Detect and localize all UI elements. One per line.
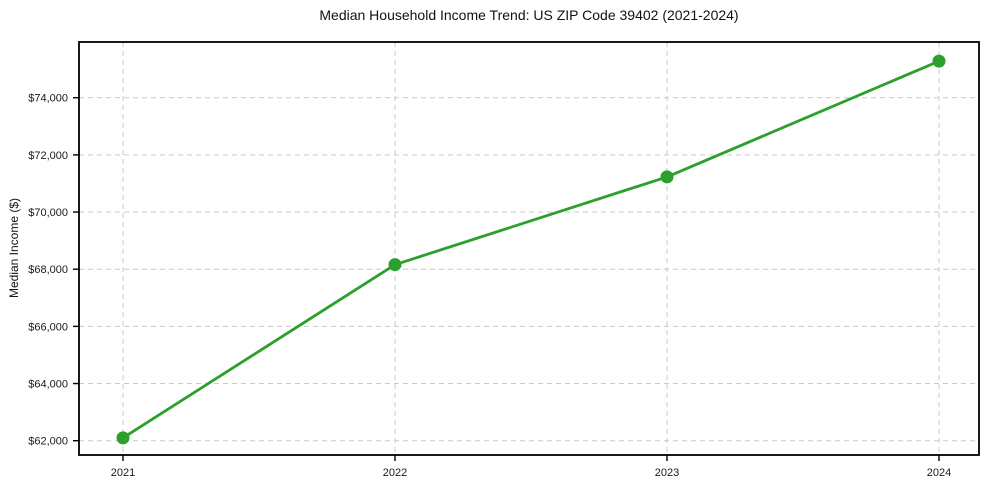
data-point-2023 (660, 170, 674, 184)
x-tick-label: 2021 (111, 467, 135, 479)
plot-border (78, 41, 980, 456)
x-tick-label: 2024 (927, 467, 951, 479)
data-point-2022 (388, 258, 402, 272)
data-point-2024 (932, 54, 946, 68)
y-tick-label: $62,000 (28, 436, 68, 448)
y-tick-label: $64,000 (28, 379, 68, 391)
x-tick-label: 2023 (655, 467, 679, 479)
x-tick-label: 2022 (383, 467, 407, 479)
chart-title: Median Household Income Trend: US ZIP Co… (319, 7, 739, 23)
y-axis-label: Median Income ($) (7, 197, 21, 299)
y-tick-label: $66,000 (28, 321, 68, 333)
trend-line (121, 59, 941, 440)
y-tick-label: $70,000 (28, 207, 68, 219)
y-tick-label: $74,000 (28, 93, 68, 105)
y-tick-label: $68,000 (28, 264, 68, 276)
data-point-2021 (116, 431, 130, 445)
y-tick-label: $72,000 (28, 150, 68, 162)
